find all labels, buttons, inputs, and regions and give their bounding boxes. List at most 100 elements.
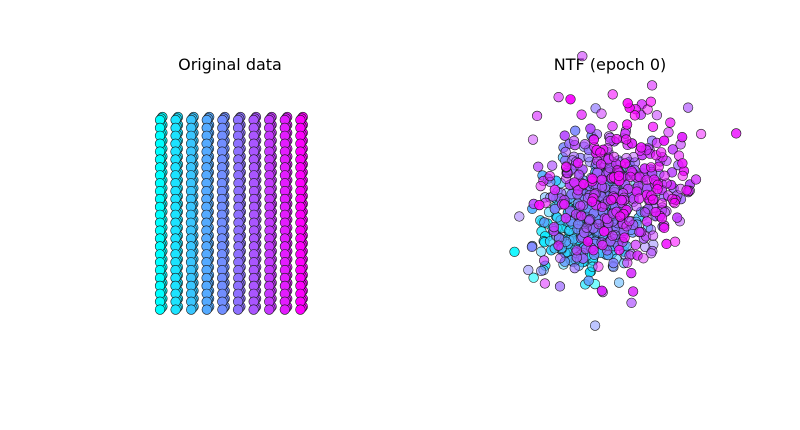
left-chart-panel: Original data (154, 55, 308, 315)
data-point (539, 255, 550, 266)
data-point (595, 159, 607, 170)
data-point (597, 240, 608, 251)
data-point (606, 194, 617, 206)
data-point (549, 184, 560, 195)
data-point (665, 117, 676, 128)
data-point (650, 207, 661, 218)
data-point (555, 253, 566, 264)
data-point (588, 245, 599, 256)
data-point (569, 263, 580, 274)
data-point (607, 89, 618, 100)
data-point (616, 195, 627, 206)
data-point (544, 171, 555, 182)
data-point (677, 158, 688, 169)
data-point (547, 160, 558, 171)
data-point (596, 108, 607, 119)
data-point (622, 119, 633, 130)
data-point (626, 268, 637, 279)
data-point (560, 213, 571, 224)
data-point (647, 80, 658, 91)
data-point (614, 245, 625, 256)
data-point (539, 217, 550, 228)
data-point (642, 216, 653, 227)
data-point (553, 240, 564, 251)
data-point (632, 250, 643, 261)
data-point (587, 261, 598, 272)
data-point (552, 212, 563, 223)
data-point (588, 134, 599, 145)
data-point (638, 253, 649, 264)
data-point (659, 222, 670, 233)
data-point (536, 246, 547, 257)
data-point (656, 213, 668, 224)
data-point (587, 173, 598, 184)
data-point (614, 277, 625, 288)
data-point (656, 147, 667, 158)
data-point (527, 134, 539, 145)
data-point (509, 246, 520, 257)
data-point (629, 110, 640, 121)
data-point (659, 135, 670, 146)
data-point (561, 161, 572, 172)
data-point (559, 130, 570, 141)
data-point (584, 214, 595, 226)
data-point (681, 185, 692, 196)
data-point (603, 154, 614, 165)
data-point (576, 109, 587, 120)
data-point (533, 161, 544, 172)
data-point (565, 94, 576, 105)
data-point (620, 158, 631, 169)
data-point (630, 239, 641, 250)
right-chart-panel: NTF (epoch 0) (400, 0, 800, 430)
data-point (608, 258, 619, 269)
data-point (535, 181, 546, 192)
data-point (570, 125, 581, 136)
data-point (217, 304, 228, 315)
data-point (624, 216, 635, 227)
data-point (549, 203, 560, 215)
data-point (295, 304, 306, 315)
data-point (201, 304, 212, 315)
data-point (651, 110, 662, 121)
right-scatter-plot (509, 51, 742, 331)
data-point (636, 142, 647, 153)
data-point (661, 238, 672, 249)
data-point (186, 304, 197, 315)
data-point (578, 179, 589, 190)
data-point (568, 135, 580, 146)
left-chart-title: Original data (178, 55, 282, 74)
data-point (573, 157, 584, 169)
data-point (560, 146, 571, 157)
data-point (626, 297, 637, 308)
data-point (575, 200, 586, 211)
data-point (154, 304, 166, 315)
data-point (248, 304, 259, 315)
data-point (553, 91, 564, 103)
data-point (599, 226, 610, 237)
data-point (659, 170, 670, 181)
data-point (595, 147, 606, 158)
data-point (514, 211, 525, 222)
data-point (526, 241, 537, 252)
data-point (576, 210, 587, 221)
data-point (590, 320, 601, 331)
data-point (532, 110, 543, 121)
data-point (731, 128, 742, 139)
data-point (611, 134, 622, 145)
data-point (672, 212, 683, 223)
data-point (677, 132, 688, 143)
data-point (652, 184, 663, 195)
data-point (690, 174, 702, 185)
data-point (645, 96, 656, 107)
data-point (170, 304, 181, 315)
data-point (607, 121, 618, 132)
data-point (621, 134, 632, 145)
data-point (528, 272, 539, 283)
data-point (586, 196, 598, 207)
data-point (683, 102, 694, 113)
data-point (596, 285, 607, 296)
data-point (646, 162, 657, 173)
data-point (667, 144, 678, 155)
data-point (608, 151, 620, 162)
data-point (539, 278, 550, 289)
